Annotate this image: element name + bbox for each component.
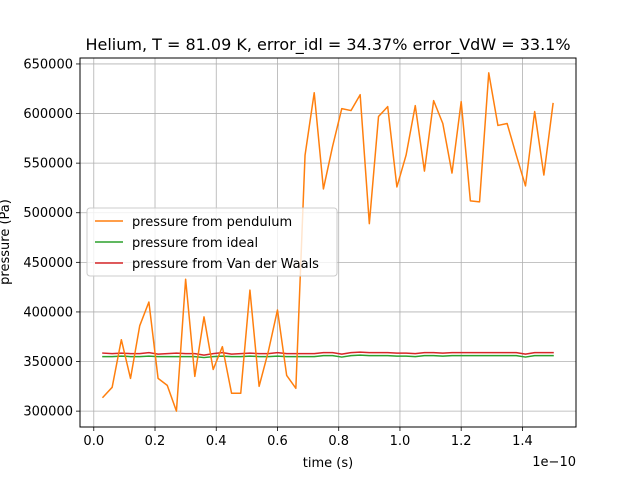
legend-label: pressure from pendulum [132, 215, 292, 230]
y-tick-label: 650000 [23, 57, 73, 72]
y-axis-label: pressure (Pa) [0, 199, 13, 285]
series-line-2 [102, 351, 554, 356]
y-tick-label: 400000 [23, 305, 73, 320]
series-line-1 [102, 354, 554, 359]
y-tick-label: 300000 [23, 405, 73, 420]
y-tick-label: 350000 [23, 355, 73, 370]
y-tick-label: 500000 [23, 206, 73, 221]
chart-title: Helium, T = 81.09 K, error_idl = 34.37% … [85, 35, 570, 55]
x-tick-label: 0.0 [83, 434, 104, 449]
x-axis-offset-text: 1e−10 [532, 455, 576, 470]
y-tick-label: 450000 [23, 256, 73, 271]
x-tick-label: 1.2 [451, 434, 472, 449]
x-tick-label: 1.4 [512, 434, 533, 449]
legend-box [86, 207, 338, 277]
y-axis-ticks: 300000 350000 400000 450000 500000 550000 6000… [23, 57, 80, 420]
x-tick-label: 0.6 [267, 434, 288, 449]
y-tick-label: 550000 [23, 157, 73, 172]
legend: pressure from pendulum pressure from idea… [86, 207, 338, 277]
x-axis-ticks: 0.0 0.2 0.4 0.6 0.8 1.0 1.2 1.4 [83, 427, 533, 449]
y-tick-label: 600000 [23, 107, 73, 122]
x-tick-label: 0.2 [145, 434, 166, 449]
x-tick-label: 0.4 [206, 434, 227, 449]
legend-label: pressure from ideal [132, 236, 258, 251]
x-tick-label: 1.0 [390, 434, 411, 449]
x-tick-label: 0.8 [328, 434, 349, 449]
series-layer [101, 72, 554, 412]
x-axis-label: time (s) [303, 456, 353, 471]
plot-frame [79, 57, 577, 428]
legend-label: pressure from Van der Waals [132, 257, 319, 272]
series-line-0 [101, 72, 554, 412]
